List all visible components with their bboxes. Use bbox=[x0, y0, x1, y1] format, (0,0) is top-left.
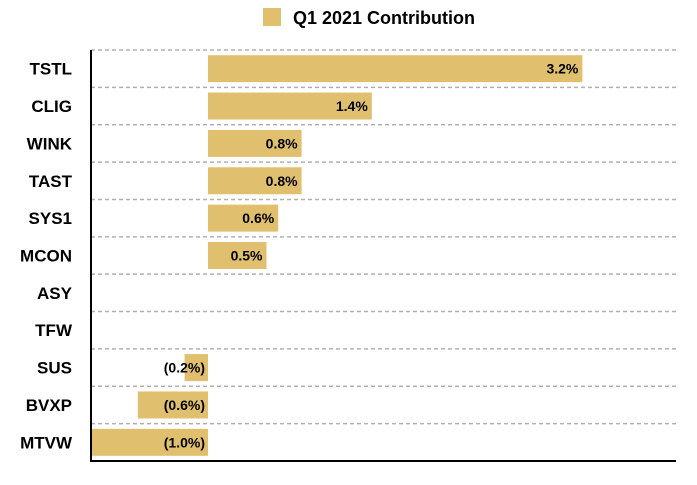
category-label: SYS1 bbox=[29, 209, 72, 228]
data-label: (0.2%) bbox=[164, 360, 205, 376]
category-label: WINK bbox=[27, 134, 73, 153]
bar bbox=[208, 92, 372, 120]
bar bbox=[208, 55, 583, 83]
bar bbox=[208, 242, 267, 269]
category-label: ASY bbox=[37, 284, 73, 303]
data-label: (0.6%) bbox=[164, 397, 205, 413]
bar bbox=[91, 428, 208, 456]
data-label: 0.5% bbox=[231, 248, 263, 264]
category-label: TSTL bbox=[30, 60, 73, 79]
legend-swatch bbox=[263, 8, 281, 26]
bar bbox=[137, 391, 208, 419]
legend-label: Q1 2021 Contribution bbox=[293, 8, 475, 28]
axes bbox=[90, 50, 676, 462]
category-label: MTVW bbox=[20, 433, 73, 452]
bar bbox=[208, 129, 302, 157]
category-label: CLIG bbox=[31, 97, 72, 116]
bar bbox=[208, 167, 302, 195]
data-label: 0.8% bbox=[266, 173, 298, 189]
category-label: BVXP bbox=[26, 396, 72, 415]
category-label: MCON bbox=[20, 247, 72, 266]
data-label: 0.8% bbox=[266, 135, 298, 151]
bar bbox=[208, 204, 279, 232]
data-label: (1.0%) bbox=[164, 434, 205, 450]
data-label: 1.4% bbox=[336, 98, 368, 114]
data-label: 3.2% bbox=[546, 61, 578, 77]
category-label: TFW bbox=[35, 321, 73, 340]
category-labels: TSTL CLIG WINK TAST SYS1 MCON ASY TFW SUS BVXP MTV… bbox=[20, 60, 73, 453]
bars bbox=[91, 55, 583, 456]
bar bbox=[184, 354, 208, 382]
category-label: SUS bbox=[37, 359, 72, 378]
legend: Q1 2021 Contribution bbox=[263, 8, 475, 28]
value-labels: 3.2% 1.4% 0.8% 0.8% 0.6% 0.5% (0.2%) (0.6%) (1.0… bbox=[164, 61, 579, 451]
category-label: TAST bbox=[29, 172, 73, 191]
data-label: 0.6% bbox=[242, 210, 274, 226]
